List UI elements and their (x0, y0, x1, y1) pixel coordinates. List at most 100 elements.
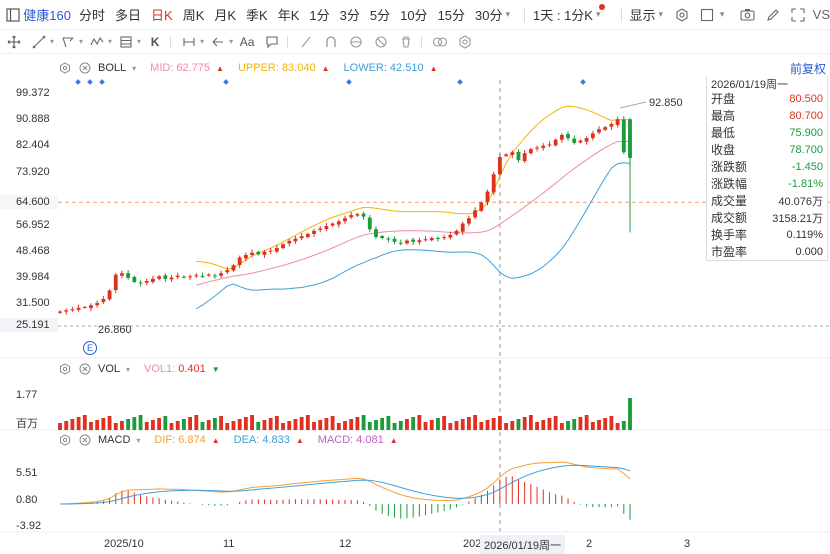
volume-bar (510, 421, 515, 430)
tab-period-8[interactable]: 3分 (339, 8, 360, 23)
volume-bar (572, 419, 577, 430)
settings-icon[interactable] (58, 433, 72, 447)
back-icon[interactable] (2, 4, 23, 26)
event-badge-icon[interactable]: E (83, 341, 97, 355)
wave-icon[interactable] (86, 32, 108, 52)
dea-label: DEA: (233, 434, 260, 446)
candle-body (578, 140, 583, 143)
x-tick-label: 202 (463, 538, 482, 550)
range-dropdown[interactable]: 1天 : 1分K ▾ (533, 3, 607, 24)
panel-row: 开盘 80.500 (707, 90, 827, 107)
candle-body (479, 202, 484, 211)
close-icon[interactable] (78, 61, 92, 75)
candle-body (163, 275, 168, 279)
lock-icon[interactable] (345, 32, 367, 52)
link-icon[interactable] (429, 32, 451, 52)
tab-period-2[interactable]: 日K (151, 8, 173, 23)
arrow-icon[interactable] (207, 32, 229, 52)
row-value: 75.900 (789, 126, 823, 139)
candle-body (281, 244, 285, 249)
arrow-up-icon: ▲ (429, 63, 438, 73)
display-dropdown[interactable]: 显示 ▾ (629, 5, 663, 24)
tab-period-6[interactable]: 年K (277, 8, 300, 23)
volume-bar (516, 419, 521, 430)
volume-bar (219, 416, 224, 430)
volume-bar (380, 418, 385, 430)
panel-row: 最高 80.700 (707, 107, 827, 124)
measure-icon[interactable]: K (150, 34, 160, 49)
tab-period-1[interactable]: 多日 (115, 8, 142, 23)
divider (287, 35, 289, 48)
volume-bar (256, 422, 261, 430)
min-price-label: 25.191 (0, 318, 58, 332)
candle-body (615, 119, 620, 125)
volume-bar (299, 417, 304, 430)
row-value: -1.450 (791, 160, 823, 173)
tab-period-5[interactable]: 季K (246, 8, 268, 23)
tab-period-3[interactable]: 周K (182, 8, 205, 23)
candle-body (256, 251, 261, 255)
volume-bar (132, 417, 137, 430)
fib-icon[interactable] (115, 32, 137, 52)
row-value: -1.81% (788, 177, 823, 190)
volume-bar (442, 416, 447, 430)
comment-icon[interactable] (261, 32, 283, 52)
magnet-icon[interactable] (320, 32, 342, 52)
close-icon[interactable] (78, 362, 92, 376)
chevron-down-icon[interactable]: ▾ (50, 37, 55, 46)
candle-body (628, 119, 632, 158)
settings-icon[interactable] (673, 6, 690, 24)
arrow-up-icon: ▲ (216, 63, 224, 73)
period-more-dropdown[interactable]: 30分 ▾ (475, 5, 510, 24)
hide-icon[interactable] (370, 32, 392, 52)
volume-bar (609, 416, 614, 430)
settings-icon[interactable] (58, 362, 72, 376)
checkbox-icon[interactable] (698, 6, 715, 24)
channel-icon[interactable] (57, 32, 79, 52)
tab-period-7[interactable]: 1分 (309, 8, 330, 23)
volume-bar (423, 422, 428, 430)
volume-bar (485, 420, 490, 430)
volume-bar (231, 421, 236, 430)
candle-body (386, 238, 391, 240)
x-tick-label: 3 (684, 538, 691, 550)
chevron-down-icon[interactable]: ▾ (132, 63, 137, 73)
ruler-icon[interactable] (295, 32, 317, 52)
boll-upper-line (196, 105, 631, 270)
chevron-down-icon[interactable]: ▾ (229, 37, 234, 46)
tab-period-4[interactable]: 月K (214, 8, 237, 23)
tab-period-10[interactable]: 10分 (400, 8, 428, 23)
fullscreen-icon[interactable] (789, 6, 806, 24)
arrow-up-icon: ▲ (211, 435, 220, 445)
crosshair-move-icon[interactable] (3, 32, 25, 52)
volume-bar (497, 416, 502, 430)
candle-body (597, 129, 601, 133)
text-icon[interactable]: Aa (239, 34, 255, 49)
chevron-down-icon[interactable]: ▾ (137, 37, 142, 46)
volume-bar (504, 423, 509, 430)
close-icon[interactable] (78, 433, 92, 447)
trash-icon[interactable] (395, 32, 417, 52)
tab-period-9[interactable]: 5分 (369, 8, 391, 23)
tab-period-0[interactable]: 分时 (79, 8, 106, 23)
macd-label: MACD: (317, 434, 354, 446)
dif-value: 6.874 (178, 434, 206, 446)
range-icon[interactable] (178, 32, 200, 52)
chevron-down-icon[interactable]: ▾ (79, 37, 84, 46)
chevron-down-icon[interactable]: ▾ (136, 435, 141, 445)
chevron-down-icon[interactable]: ▾ (126, 364, 131, 374)
trend-line-icon[interactable] (28, 32, 50, 52)
vs-button[interactable]: VS (812, 7, 830, 22)
chevron-down-icon[interactable]: ▾ (719, 9, 725, 19)
gear-icon[interactable] (454, 32, 476, 52)
camera-icon[interactable] (738, 6, 755, 24)
candle-body (95, 303, 100, 306)
volume-bar (163, 416, 168, 430)
tab-period-11[interactable]: 15分 (437, 8, 466, 23)
pencil-icon[interactable] (764, 6, 781, 24)
chevron-down-icon[interactable]: ▾ (108, 37, 113, 46)
settings-icon[interactable] (58, 61, 72, 75)
chevron-down-icon[interactable]: ▾ (200, 37, 205, 46)
event-marker-icon (457, 79, 463, 85)
restore-rights-button[interactable]: 前复权 (789, 61, 826, 76)
